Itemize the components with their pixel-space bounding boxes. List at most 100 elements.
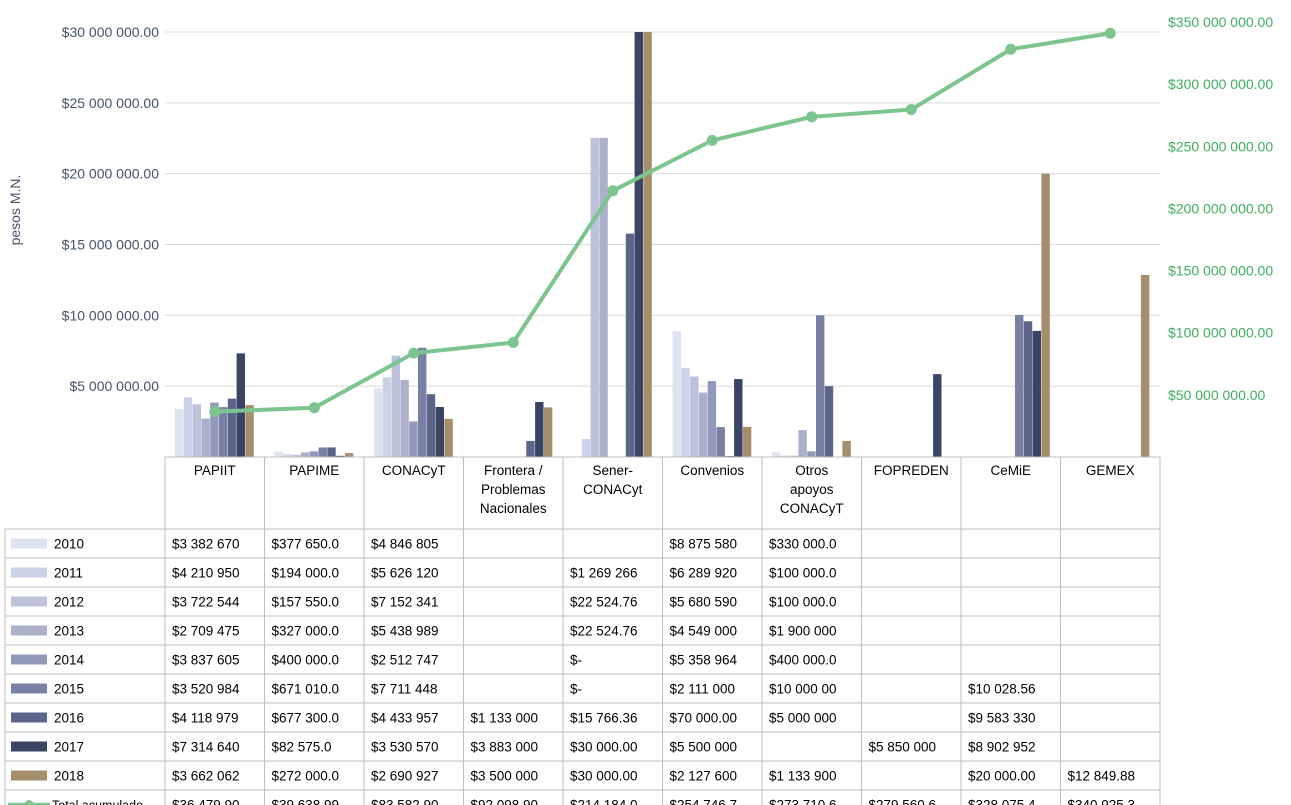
table-cell: $1 269 266: [570, 566, 638, 581]
table-cell: $5 438 989: [371, 624, 439, 639]
table-cell: $5 500 000: [670, 740, 738, 755]
bar: [192, 404, 201, 457]
table-cell: $100 000.0: [769, 566, 837, 581]
category-label: Sener-: [592, 463, 633, 478]
table-cell: $5 626 120: [371, 566, 439, 581]
bar: [344, 453, 354, 457]
table-cell: $3 500 000: [471, 769, 539, 784]
bar: [535, 401, 544, 457]
table-cell: $5 358 964: [670, 653, 738, 668]
total-line-point: [1104, 27, 1116, 39]
y-axis-label: pesos M.N.: [7, 175, 23, 246]
bar: [807, 451, 816, 457]
total-line-point: [706, 134, 718, 146]
bar: [742, 426, 752, 457]
category-label: Convenios: [680, 463, 744, 478]
table-cell: $100 000.0: [769, 595, 837, 610]
y-tick-label-right: $200 000 000.00: [1168, 200, 1273, 216]
table-cell: $2 709 475: [172, 624, 240, 639]
table-cell: $7 314 640: [172, 740, 240, 755]
total-line-path: [214, 31, 1111, 414]
bar: [716, 427, 725, 457]
table-cell: $4 118 979: [172, 711, 239, 726]
bar: [309, 451, 319, 457]
y-tick-label-right: $350 000 000.00: [1168, 14, 1273, 30]
table-cell: $2 690 927: [371, 769, 439, 784]
bar: [681, 367, 690, 457]
bar: [435, 406, 444, 457]
legend-swatch: [11, 712, 47, 723]
table-cell: $3 837 605: [172, 653, 240, 668]
data-table: PAPIIT PAPIME CONACyT Frontera / Problemas Na…: [4, 456, 1161, 805]
table-cell: $83 582.90: [371, 798, 439, 805]
table-cell: $279 560.6: [869, 798, 937, 805]
table-cell: $273 710.6: [769, 798, 837, 805]
bar: [1015, 314, 1024, 457]
total-line-point: [408, 347, 420, 359]
bar: [816, 315, 825, 457]
bar: [318, 447, 327, 457]
total-line-point: [209, 406, 221, 418]
bar: [409, 421, 418, 457]
legend-swatch: [11, 654, 47, 665]
y-tick-label-right: $250 000 000.00: [1168, 138, 1273, 154]
bar: [625, 233, 635, 457]
bar: [400, 379, 409, 457]
category-label: GEMEX: [1086, 463, 1135, 478]
bar: [210, 402, 219, 457]
table-cell: $2 127 600: [670, 769, 738, 784]
bar: [374, 388, 383, 457]
bar: [672, 331, 681, 457]
table-cell: $5 680 590: [670, 595, 738, 610]
table-cell: $10 028.56: [968, 682, 1036, 697]
table-cell: $39 638.99: [272, 798, 340, 805]
category-label: CeMiE: [990, 463, 1031, 478]
legend-label: 2013: [54, 624, 84, 639]
bar: [590, 137, 599, 457]
bar: [824, 386, 834, 457]
bar: [336, 455, 345, 457]
legend-swatch: [11, 683, 47, 694]
table-cell: $4 433 957: [371, 711, 439, 726]
y-tick-label-right: $100 000 000.00: [1168, 325, 1273, 341]
legend-line-marker: [24, 800, 34, 805]
total-line-point: [507, 337, 519, 349]
table-cell: $2 512 747: [371, 653, 439, 668]
y-tick-label-right: $50 000 000.00: [1168, 387, 1266, 403]
table-cell: $3 722 544: [172, 595, 240, 610]
legend-swatch: [11, 596, 47, 607]
y-tick-label-left: $5 000 000.00: [69, 378, 159, 394]
y-tick-label-left: $15 000 000.00: [62, 237, 160, 253]
y-tick-label-right: $150 000 000.00: [1168, 263, 1273, 279]
bar: [219, 407, 228, 457]
table-cell: $340 925.3: [1068, 798, 1136, 805]
table-cell: $22 524.76: [570, 595, 638, 610]
legend-swatch: [11, 538, 47, 549]
y-tick-label-left: $25 000 000.00: [62, 95, 160, 111]
category-label: CONACyt: [583, 482, 643, 497]
table-cell: $677 300.0: [272, 711, 340, 726]
category-label: CONACyT: [780, 501, 844, 516]
bar: [543, 407, 553, 457]
table-cell: $254 746.7: [670, 798, 738, 805]
table-cell: $30 000.00: [570, 740, 638, 755]
legend-label: 2012: [54, 595, 84, 610]
category-label: Frontera /: [484, 463, 543, 478]
table-cell: $70 000.00: [670, 711, 738, 726]
bar: [599, 137, 608, 457]
bar: [789, 455, 798, 457]
total-line-point: [806, 111, 818, 123]
table-cell: $8 875 580: [670, 537, 738, 552]
bar: [526, 440, 535, 457]
bar: [227, 398, 237, 457]
bar: [772, 452, 781, 457]
table-cell: $4 210 950: [172, 566, 240, 581]
bar: [933, 374, 942, 457]
y-tick-label-right: $300 000 000.00: [1168, 76, 1273, 92]
table-cell: $12 849.88: [1068, 769, 1136, 784]
legend-label: 2016: [54, 711, 84, 726]
table-cell: $6 289 920: [670, 566, 738, 581]
table-cell: $-: [570, 682, 582, 697]
bar: [418, 347, 427, 457]
